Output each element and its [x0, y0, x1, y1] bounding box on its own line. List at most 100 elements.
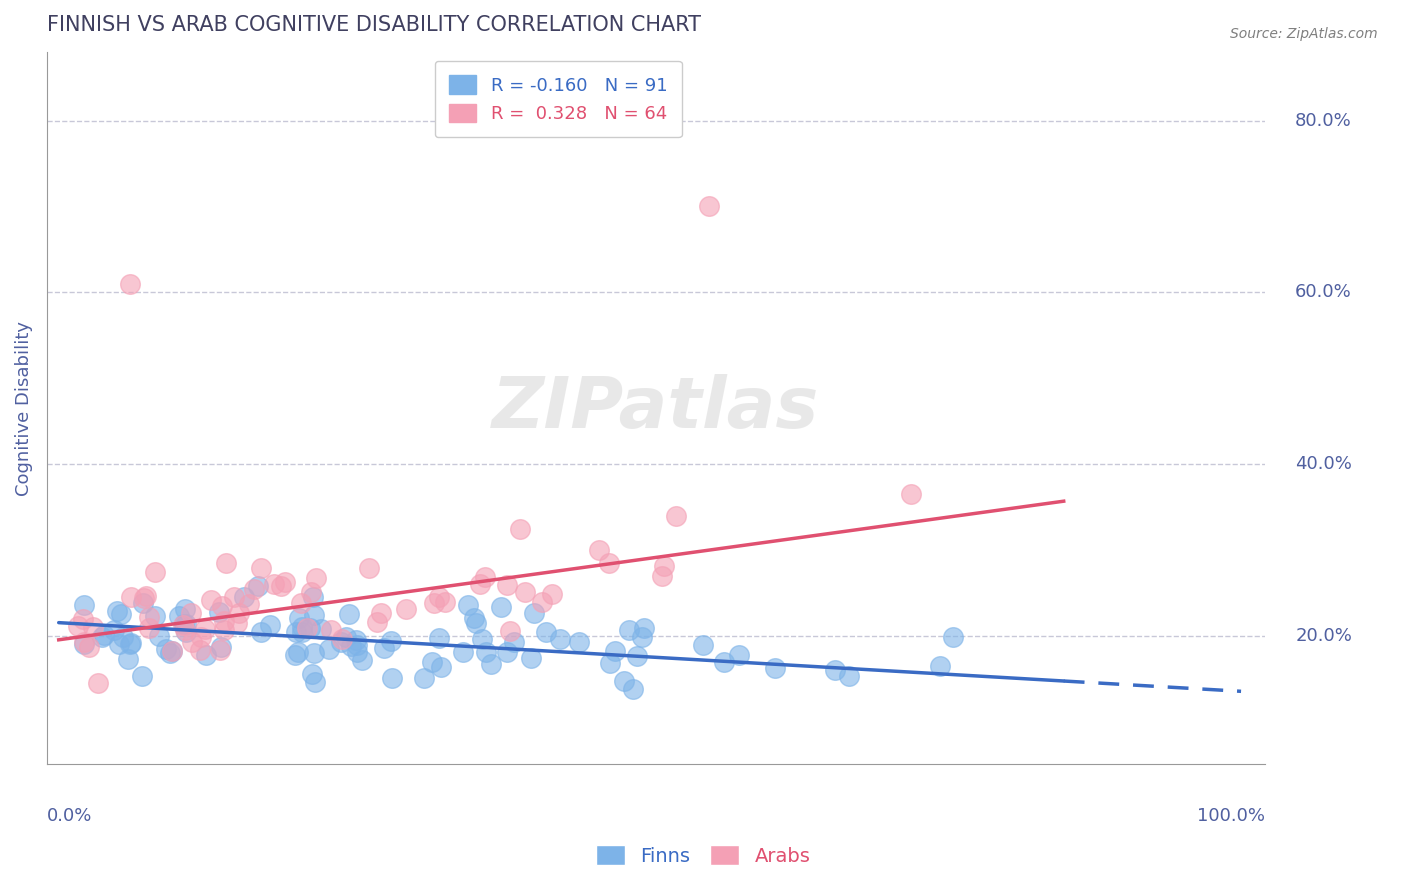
Finns — [621, 682, 644, 697]
Finns — [340, 639, 363, 653]
Finns — [159, 646, 181, 660]
Finns — [167, 609, 190, 624]
Arabs — [588, 543, 610, 558]
Arabs — [274, 575, 297, 590]
Finns — [430, 660, 453, 674]
Arabs — [228, 606, 250, 620]
Finns — [232, 590, 254, 604]
Arabs — [515, 585, 537, 599]
Finns — [346, 645, 368, 659]
Finns — [309, 622, 332, 636]
Arabs — [652, 559, 675, 574]
Finns — [118, 637, 141, 651]
Arabs — [321, 623, 343, 637]
Finns — [117, 652, 139, 666]
Finns — [301, 666, 323, 681]
Arabs — [200, 593, 222, 607]
Finns — [617, 623, 640, 637]
Finns — [713, 655, 735, 669]
Text: 100.0%: 100.0% — [1197, 807, 1265, 825]
Finns — [605, 644, 627, 658]
Finns — [520, 651, 543, 665]
Finns — [626, 648, 648, 663]
Arabs — [530, 595, 553, 609]
Finns — [132, 596, 155, 610]
Arabs — [138, 609, 160, 624]
Arabs — [188, 643, 211, 657]
Finns — [304, 674, 326, 689]
Arabs — [598, 556, 620, 570]
Arabs — [143, 565, 166, 579]
Arabs — [509, 522, 531, 536]
Arabs — [180, 606, 202, 620]
Finns — [427, 631, 450, 645]
Finns — [475, 645, 498, 659]
Finns — [464, 616, 486, 631]
Arabs — [697, 199, 720, 213]
Finns — [298, 621, 321, 635]
Text: 20.0%: 20.0% — [1295, 626, 1353, 645]
Arabs — [225, 615, 247, 630]
Arabs — [370, 606, 392, 620]
Finns — [339, 607, 361, 622]
Finns — [302, 607, 325, 622]
Arabs — [77, 640, 100, 654]
Finns — [108, 637, 131, 651]
Finns — [247, 579, 270, 593]
Arabs — [900, 487, 922, 501]
Arabs — [290, 596, 312, 610]
Finns — [929, 659, 952, 673]
Finns — [523, 607, 546, 621]
Arabs — [665, 508, 688, 523]
Arabs — [366, 615, 388, 629]
Finns — [110, 607, 132, 621]
Finns — [287, 611, 309, 625]
Arabs — [160, 643, 183, 657]
Arabs — [330, 632, 353, 646]
Arabs — [135, 589, 157, 603]
Arabs — [82, 620, 104, 634]
Finns — [284, 648, 307, 663]
Finns — [727, 648, 749, 663]
Finns — [536, 625, 558, 640]
Arabs — [174, 623, 197, 637]
Arabs — [190, 630, 212, 644]
Arabs — [395, 601, 418, 615]
Arabs — [495, 577, 517, 591]
Arabs — [474, 570, 496, 584]
Finns — [284, 625, 307, 640]
Arabs — [118, 277, 141, 291]
Finns — [824, 664, 846, 678]
Finns — [633, 621, 655, 635]
Finns — [112, 630, 135, 644]
Finns — [250, 625, 273, 640]
Arabs — [433, 595, 456, 609]
Finns — [373, 640, 395, 655]
Arabs — [238, 597, 260, 611]
Arabs — [468, 577, 491, 591]
Finns — [155, 642, 177, 657]
Finns — [346, 638, 368, 652]
Arabs — [215, 556, 238, 570]
Text: ZIPatlas: ZIPatlas — [492, 374, 820, 442]
Finns — [692, 639, 714, 653]
Finns — [344, 633, 367, 648]
Arabs — [181, 634, 204, 648]
Finns — [763, 661, 786, 675]
Legend: R = -0.160   N = 91, R =  0.328   N = 64: R = -0.160 N = 91, R = 0.328 N = 64 — [434, 61, 682, 137]
Arabs — [242, 582, 264, 597]
Finns — [105, 604, 128, 618]
Finns — [479, 657, 502, 671]
Arabs — [209, 643, 232, 657]
Arabs — [194, 622, 217, 636]
Finns — [318, 641, 340, 656]
Finns — [131, 668, 153, 682]
Finns — [174, 616, 197, 631]
Arabs — [651, 568, 673, 582]
Finns — [208, 605, 231, 619]
Arabs — [72, 612, 94, 626]
Finns — [301, 590, 323, 604]
Arabs — [120, 590, 142, 604]
Finns — [568, 634, 591, 648]
Finns — [413, 671, 436, 685]
